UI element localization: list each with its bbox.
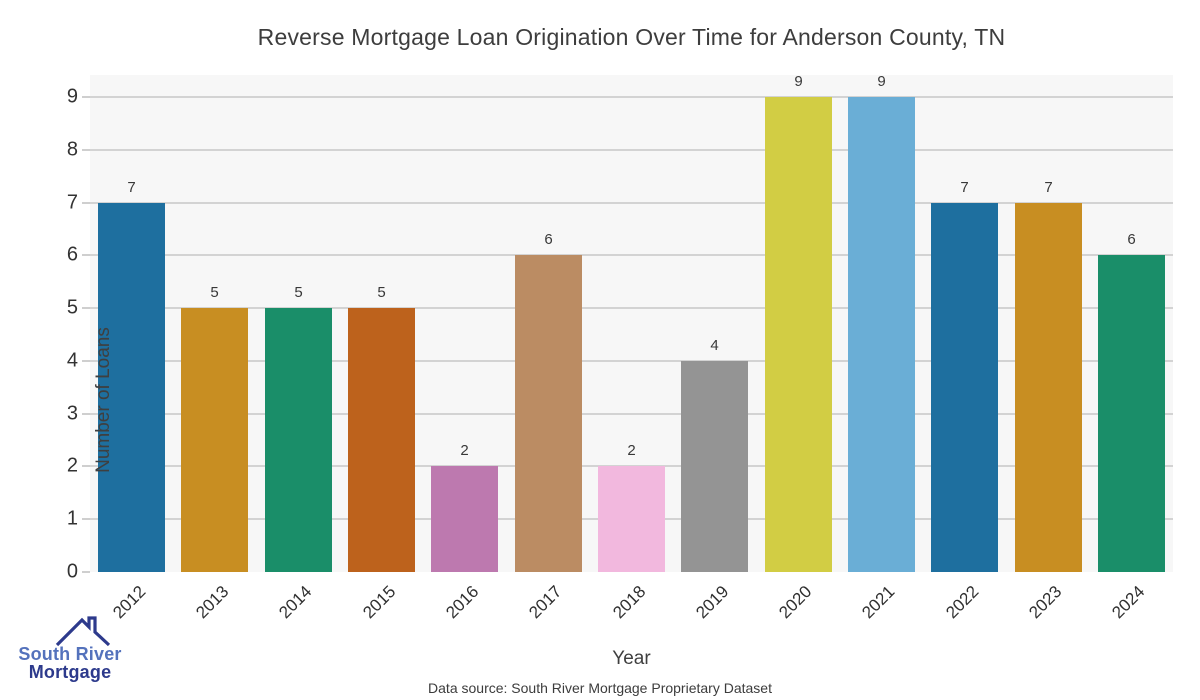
gridline-y3 — [90, 412, 1173, 415]
bar-2012 — [98, 203, 165, 572]
y-axis-title: Number of Loans — [93, 327, 114, 473]
bar-2013 — [181, 308, 248, 572]
x-tick-label-2019: 2019 — [692, 582, 733, 623]
x-tick-label-2024: 2024 — [1108, 582, 1149, 623]
x-tick-label-2020: 2020 — [775, 582, 816, 623]
x-tick-label-2017: 2017 — [525, 582, 566, 623]
bar-2022 — [931, 203, 998, 572]
x-tick-label-2023: 2023 — [1025, 582, 1066, 623]
chart-title: Reverse Mortgage Loan Origination Over T… — [257, 24, 1006, 50]
y-tick-mark-1 — [82, 518, 90, 521]
y-tick-label-7: 7 — [66, 191, 78, 214]
y-tick-mark-9 — [82, 96, 90, 98]
y-tick-label-5: 5 — [66, 296, 78, 319]
bar-value-label-2022: 7 — [960, 179, 969, 196]
logo-text-south-river: South River — [18, 644, 122, 664]
bar-value-label-2016: 2 — [460, 442, 469, 459]
bar-2018 — [598, 466, 665, 572]
bar-2017 — [515, 255, 582, 572]
house-roof-icon — [55, 616, 111, 647]
y-tick-mark-8 — [82, 148, 90, 151]
bar-value-label-2013: 5 — [210, 284, 219, 301]
y-tick-label-9: 9 — [66, 85, 78, 108]
x-axis-title: Year — [612, 648, 651, 669]
bar-2023 — [1015, 203, 1082, 572]
x-tick-label-2022: 2022 — [941, 582, 983, 623]
gridline-y5 — [90, 307, 1173, 310]
bar-2021 — [848, 97, 915, 572]
y-tick-mark-0 — [82, 571, 90, 573]
y-tick-mark-4 — [82, 359, 90, 362]
gridline-y7 — [90, 201, 1173, 204]
logo-text-mortgage: Mortgage — [28, 662, 112, 682]
y-tick-label-2: 2 — [66, 454, 78, 477]
bar-value-label-2018: 2 — [627, 442, 636, 459]
y-tick-label-1: 1 — [66, 507, 78, 530]
bar-value-label-2020: 9 — [794, 73, 803, 90]
x-tick-label-2018: 2018 — [608, 582, 649, 623]
y-tick-mark-7 — [82, 201, 90, 204]
bar-value-label-2017: 6 — [544, 231, 553, 248]
bar-value-label-2012: 7 — [127, 179, 136, 196]
bar-value-label-2023: 7 — [1044, 179, 1053, 196]
y-tick-mark-2 — [82, 465, 90, 468]
y-tick-label-0: 0 — [66, 560, 78, 583]
bar-2014 — [265, 308, 332, 572]
bar-value-label-2019: 4 — [710, 337, 719, 354]
y-tick-label-8: 8 — [66, 138, 78, 161]
y-tick-mark-3 — [82, 412, 90, 415]
gridline-y4 — [90, 359, 1173, 362]
y-tick-label-3: 3 — [66, 402, 78, 425]
company-logo: South River Mortgage — [14, 612, 126, 684]
bar-2016 — [431, 466, 498, 572]
bar-2024 — [1098, 255, 1165, 572]
bar-value-label-2021: 9 — [877, 73, 886, 90]
bar-value-label-2015: 5 — [377, 284, 386, 301]
bar-2019 — [681, 361, 748, 572]
x-tick-label-2014: 2014 — [275, 582, 316, 623]
gridline-y8 — [90, 148, 1173, 151]
y-tick-mark-5 — [82, 307, 90, 310]
gridline-y6 — [90, 254, 1173, 257]
gridline-y9 — [90, 96, 1173, 98]
plot-area: 7 5 5 5 2 6 2 4 9 9 7 7 6 Number of Loans — [90, 73, 1173, 572]
x-tick-label-2015: 2015 — [358, 582, 399, 623]
source-note: Data source: South River Mortgage Propri… — [428, 680, 772, 696]
bar-2015 — [348, 308, 415, 572]
bar-value-label-2014: 5 — [294, 284, 303, 301]
bar-2020 — [765, 97, 832, 572]
y-tick-mark-6 — [82, 254, 90, 257]
x-tick-label-2021: 2021 — [858, 582, 899, 623]
bar-value-label-2024: 6 — [1127, 231, 1136, 248]
x-tick-label-2016: 2016 — [442, 582, 483, 623]
x-tick-label-2013: 2013 — [192, 582, 233, 623]
y-tick-label-6: 6 — [66, 243, 78, 266]
y-tick-label-4: 4 — [66, 349, 78, 372]
